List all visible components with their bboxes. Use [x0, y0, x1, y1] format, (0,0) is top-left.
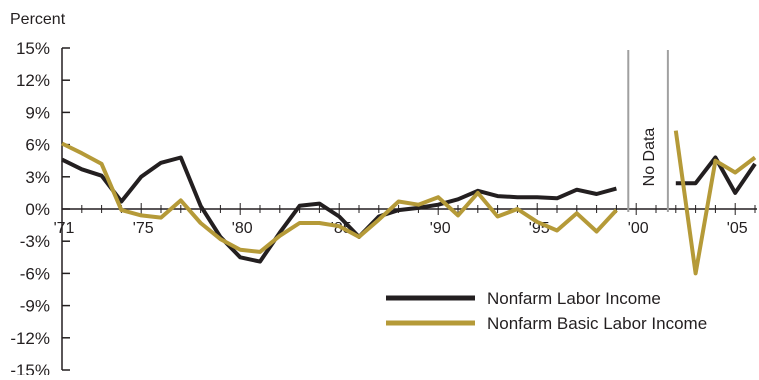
y-tick-label: -12%	[10, 329, 50, 348]
y-tick-label: 0%	[25, 200, 50, 219]
legend-label: Nonfarm Basic Labor Income	[487, 314, 707, 333]
y-axis: 15% 12% 9% 6% 3% 0% -3% -6% -9% -12% -15%	[10, 39, 70, 380]
x-tick-label: '71	[54, 220, 75, 237]
series-line-segment	[673, 130, 757, 276]
y-tick-label: 6%	[25, 136, 50, 155]
y-tick-label: -9%	[20, 297, 50, 316]
y-tick-label: -3%	[20, 232, 50, 251]
no-data-label: No Data	[641, 128, 658, 187]
no-data-region: No Data	[627, 50, 669, 212]
x-tick-label: '90	[430, 220, 451, 237]
y-tick-label: -15%	[10, 361, 50, 375]
y-tick-label: 9%	[25, 103, 50, 122]
y-tick-label: 12%	[16, 71, 50, 90]
series-line-segment	[61, 141, 618, 254]
y-tick-label: 3%	[25, 168, 50, 187]
y-tick-label: 15%	[16, 39, 50, 58]
x-tick-label: '75	[133, 220, 154, 237]
y-tick-label: -6%	[20, 264, 50, 283]
series-nonfarm-labor-income	[61, 155, 757, 264]
x-tick-label: '80	[232, 220, 253, 237]
legend: Nonfarm Labor Income Nonfarm Basic Labor …	[386, 289, 707, 333]
series-line-segment	[675, 155, 757, 195]
series-line-segment	[61, 155, 617, 264]
legend-label: Nonfarm Labor Income	[487, 289, 661, 308]
x-tick-label: '00	[628, 220, 649, 237]
x-tick-label: '05	[727, 220, 748, 237]
series-lines	[61, 130, 757, 276]
series-nonfarm-basic-labor-income	[61, 130, 757, 276]
y-axis-unit-label: Percent	[10, 11, 66, 28]
